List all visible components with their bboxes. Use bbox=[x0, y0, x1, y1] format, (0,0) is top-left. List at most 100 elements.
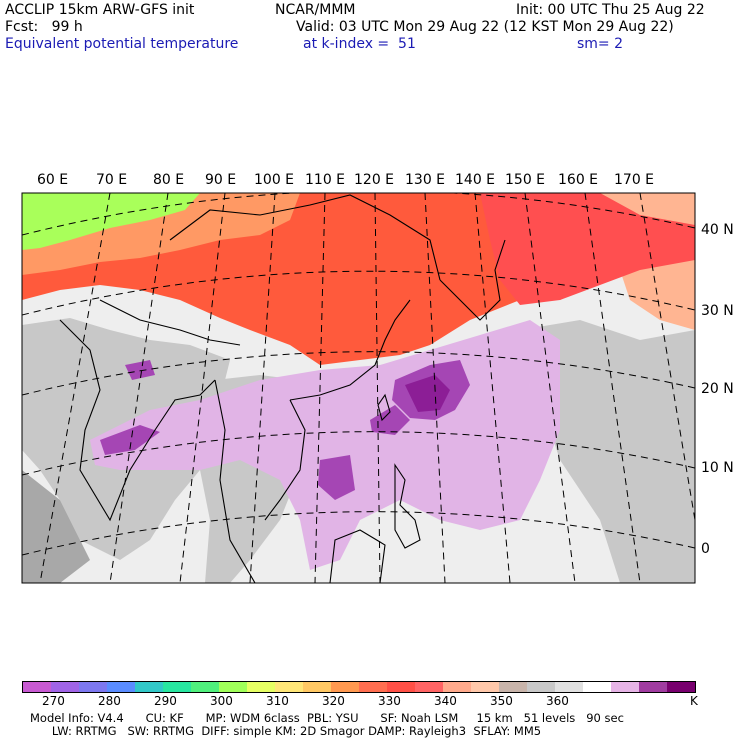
colorbar-tick-label: 310 bbox=[266, 694, 289, 708]
meridian-160e bbox=[584, 193, 641, 583]
lat-label: 0 bbox=[701, 541, 710, 557]
colorbar-swatch bbox=[135, 682, 163, 692]
meridian-100e bbox=[249, 193, 276, 583]
warm-band-yellowgreen bbox=[22, 193, 200, 250]
parallel-40n bbox=[22, 193, 695, 236]
colorbar-swatch bbox=[247, 682, 275, 692]
header-model-title: ACCLIP 15km ARW-GFS init bbox=[5, 2, 195, 18]
colorbar-tick-label: 300 bbox=[210, 694, 233, 708]
meridian-70e bbox=[39, 193, 111, 583]
land-gray-southeast bbox=[22, 470, 90, 583]
coast-india bbox=[59, 319, 216, 522]
map-frame bbox=[21, 192, 696, 584]
lon-label: 150 E bbox=[505, 172, 546, 188]
colorbar-tick-label: 330 bbox=[378, 694, 401, 708]
meridian-130e bbox=[424, 193, 446, 583]
colorbar-tick-label: 340 bbox=[434, 694, 457, 708]
lat-label: 30 N bbox=[701, 303, 734, 319]
coast-indochina bbox=[214, 379, 256, 583]
colorbar-swatch bbox=[303, 682, 331, 692]
colorbar bbox=[22, 681, 696, 693]
meridian-140e bbox=[474, 193, 511, 583]
parallel-30n bbox=[22, 270, 695, 316]
header-valid-time: Valid: 03 UTC Mon 29 Aug 22 (12 KST Mon … bbox=[296, 19, 674, 35]
lat-label: 40 N bbox=[701, 222, 734, 238]
colorbar-tick-label: 360 bbox=[546, 694, 569, 708]
colorbar-swatch bbox=[107, 682, 135, 692]
purple-dark-taiwan bbox=[370, 405, 410, 435]
header-institution: NCAR/MMM bbox=[275, 2, 356, 18]
meridian-80e bbox=[109, 193, 169, 583]
meridian-150e bbox=[524, 193, 576, 583]
colorbar-swatch bbox=[415, 682, 443, 692]
warm-band-red-east bbox=[480, 193, 695, 305]
header-field-name: Equivalent potential temperature bbox=[5, 36, 239, 52]
meridian-170e bbox=[639, 193, 695, 521]
lon-label: 140 E bbox=[455, 172, 496, 188]
colorbar-swatch bbox=[611, 682, 639, 692]
colorbar-swatch bbox=[275, 682, 303, 692]
lon-label: 110 E bbox=[305, 172, 346, 188]
colorbar-swatch bbox=[51, 682, 79, 692]
border-tibet bbox=[99, 299, 241, 346]
coast-vietnam bbox=[264, 399, 306, 521]
purple-dark-bay-of-bengal bbox=[100, 425, 160, 455]
colorbar-tick-label: 270 bbox=[42, 694, 65, 708]
coast-borneo bbox=[329, 529, 386, 583]
colorbar-swatch bbox=[667, 682, 695, 692]
colorbar-swatch bbox=[639, 682, 667, 692]
lat-label: 10 N bbox=[701, 460, 734, 476]
colorbar-swatch bbox=[163, 682, 191, 692]
land-gray-east bbox=[520, 320, 695, 583]
lon-label: 160 E bbox=[558, 172, 599, 188]
coast-philippines bbox=[394, 463, 421, 549]
parallel-20n bbox=[22, 351, 695, 396]
meridian-90e bbox=[179, 193, 226, 583]
colorbar-tick-label: 280 bbox=[98, 694, 121, 708]
colorbar-swatch bbox=[359, 682, 387, 692]
lon-label: 90 E bbox=[205, 172, 237, 188]
lon-label: 60 E bbox=[37, 172, 69, 188]
lon-label: 130 E bbox=[405, 172, 446, 188]
lon-label: 70 E bbox=[96, 172, 128, 188]
lon-label: 100 E bbox=[254, 172, 295, 188]
colorbar-swatch bbox=[219, 682, 247, 692]
footer-model-info: Model Info: V4.4 CU: KF MP: WDM 6class P… bbox=[30, 711, 624, 725]
colorbar-tick-label: 320 bbox=[322, 694, 345, 708]
lon-label: 80 E bbox=[153, 172, 185, 188]
colorbar-swatch bbox=[555, 682, 583, 692]
footer-physics-info: LW: RRTMG SW: RRTMG DIFF: simple KM: 2D … bbox=[30, 724, 542, 738]
colorbar-swatch bbox=[443, 682, 471, 692]
colorbar-tick-label: 290 bbox=[154, 694, 177, 708]
colorbar-unit: K bbox=[690, 694, 698, 708]
purple-dark-core bbox=[405, 375, 450, 412]
colorbar-swatch bbox=[583, 682, 611, 692]
header-smoothing: sm= 2 bbox=[577, 36, 624, 52]
colorbar-swatch bbox=[499, 682, 527, 692]
coast-korea-japan bbox=[439, 239, 506, 321]
colorbar-tick-label: 350 bbox=[490, 694, 513, 708]
header-forecast-hour: Fcst: 99 h bbox=[5, 19, 83, 35]
lon-label: 120 E bbox=[354, 172, 395, 188]
meridian-120e bbox=[374, 193, 381, 583]
coastlines bbox=[59, 194, 506, 583]
coast-taiwan bbox=[377, 393, 391, 422]
purple-dark-tibet bbox=[125, 360, 155, 380]
colorbar-swatch bbox=[331, 682, 359, 692]
colorbar-swatch bbox=[387, 682, 415, 692]
colorbar-swatch bbox=[527, 682, 555, 692]
colorbar-swatch bbox=[79, 682, 107, 692]
header-init-time: Init: 00 UTC Thu 25 Aug 22 bbox=[516, 2, 705, 18]
coast-china bbox=[289, 299, 411, 401]
colorbar-swatch bbox=[191, 682, 219, 692]
header-level: at k-index = 51 bbox=[303, 36, 416, 52]
border-china-north bbox=[169, 194, 441, 281]
colorbar-swatch bbox=[23, 682, 51, 692]
graticule bbox=[22, 193, 695, 583]
parallel-10n bbox=[22, 431, 695, 476]
parallel-0 bbox=[22, 511, 695, 556]
map-field bbox=[22, 193, 695, 583]
lon-label: 170 E bbox=[614, 172, 655, 188]
purple-dark-scs bbox=[318, 455, 355, 500]
